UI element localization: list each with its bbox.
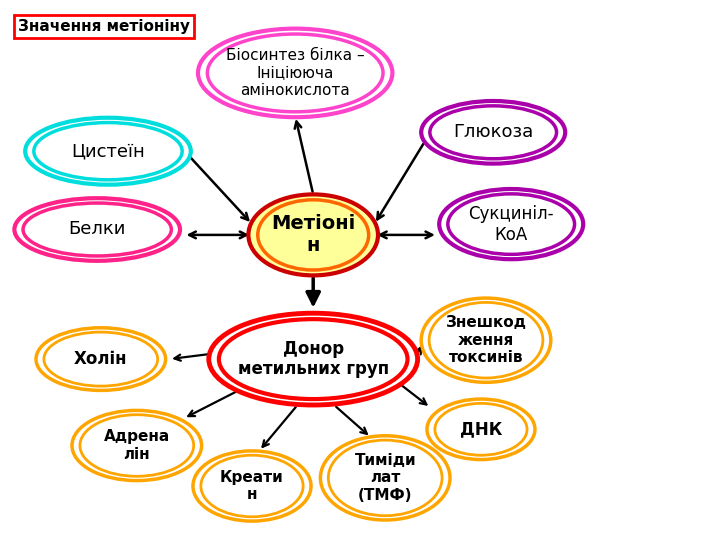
Text: Донор
метильних груп: Донор метильних груп <box>238 340 389 379</box>
Text: Біосинтез білка –
Ініціююча
амінокислота: Біосинтез білка – Ініціююча амінокислота <box>226 48 364 98</box>
Text: Знешкод
ження
токсинів: Знешкод ження токсинів <box>446 315 526 365</box>
Text: Холін: Холін <box>74 350 127 368</box>
Text: Глюкоза: Глюкоза <box>453 123 534 141</box>
Ellipse shape <box>25 118 191 185</box>
Ellipse shape <box>198 29 392 117</box>
Ellipse shape <box>14 198 180 261</box>
Text: Значення метіоніну: Значення метіоніну <box>18 19 190 34</box>
Ellipse shape <box>427 399 535 460</box>
Text: ДНК: ДНК <box>460 420 502 438</box>
Text: Цистеїн: Цистеїн <box>71 142 145 160</box>
Ellipse shape <box>209 313 418 405</box>
Ellipse shape <box>320 436 450 520</box>
Text: Креати
н: Креати н <box>220 470 284 502</box>
Text: Тиміди
лат
(ТМФ): Тиміди лат (ТМФ) <box>354 453 416 503</box>
Ellipse shape <box>72 410 202 481</box>
Ellipse shape <box>439 189 583 259</box>
Ellipse shape <box>421 298 551 382</box>
Text: Метіоні
н: Метіоні н <box>271 214 356 255</box>
Ellipse shape <box>248 194 378 275</box>
Text: Белки: Белки <box>68 220 126 239</box>
Text: Адрена
лін: Адрена лін <box>104 429 170 462</box>
Ellipse shape <box>36 328 166 390</box>
Ellipse shape <box>421 101 565 164</box>
Ellipse shape <box>193 451 311 521</box>
Text: Сукциніл-
КоА: Сукциніл- КоА <box>469 205 554 244</box>
